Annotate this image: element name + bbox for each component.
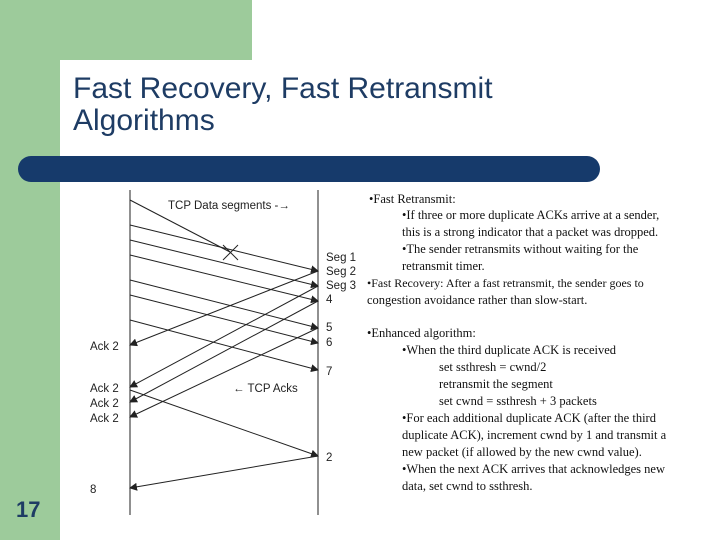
ack-label: Ack 2 [90, 383, 119, 395]
note-line: •Fast Retransmit: [369, 192, 456, 206]
title-line-2: Algorithms [73, 104, 215, 137]
note-line: data, set cwnd to ssthresh. [402, 479, 533, 493]
retransmit-arrow [129, 389, 319, 458]
segment-arrow-lost [129, 199, 231, 253]
segment-label: 6 [326, 337, 333, 349]
note-line: •For each additional duplicate ACK (afte… [402, 411, 656, 425]
acks-label: ← TCP Acks [233, 383, 298, 395]
ack-label: Ack 2 [90, 398, 119, 410]
ack-arrow [129, 285, 319, 388]
segment-arrow [129, 279, 319, 331]
ack-label: Ack 2 [90, 341, 119, 353]
note-line: •If three or more duplicate ACKs arrive … [402, 208, 660, 222]
segment-label: Seg 3 [326, 280, 357, 292]
segment-label: Seg 1 [326, 252, 357, 264]
note-line: new packet (if allowed by the new cwnd v… [402, 445, 642, 459]
ack-label: 8 [90, 484, 97, 496]
note-line: •The sender retransmits without waiting … [402, 242, 639, 256]
ack-arrow [129, 327, 319, 418]
ack-arrow [129, 300, 319, 403]
page-title: Fast Recovery, Fast Retransmit Algorithm… [73, 73, 493, 137]
note-line: set cwnd = ssthresh + 3 packets [439, 394, 597, 408]
segment-label: 7 [326, 366, 333, 378]
note-line: •When the third duplicate ACK is receive… [402, 343, 617, 357]
segment-arrow [129, 294, 319, 346]
segment-label: 2 [326, 452, 333, 464]
data-segments-label: TCP Data segments -→ [168, 200, 290, 212]
ack-arrow [129, 455, 319, 491]
note-line: this is a strong indicator that a packet… [402, 225, 659, 239]
segment-arrow [129, 239, 319, 289]
note-line: retransmit the segment [439, 377, 553, 391]
note-line: •Enhanced algorithm: [367, 326, 476, 340]
segment-label: 4 [326, 294, 333, 306]
note-line: •Fast Recovery: After a fast retransmit,… [367, 276, 644, 290]
note-line: retransmit timer. [402, 259, 485, 273]
note-line: set ssthresh = cwnd/2 [439, 360, 547, 374]
ack-arrow [129, 270, 319, 347]
loss-mark [222, 244, 239, 261]
note-line: congestion avoidance rather than slow-st… [367, 293, 588, 307]
segment-label: 5 [326, 322, 333, 334]
note-line: •When the next ACK arrives that acknowle… [402, 462, 665, 476]
segment-arrow [129, 224, 319, 274]
green-top-bar [0, 0, 252, 60]
note-line: duplicate ACK), increment cwnd by 1 and … [402, 428, 667, 442]
title-underline-bar [18, 156, 600, 182]
green-side-bar [0, 0, 60, 540]
ack-label: Ack 2 [90, 413, 119, 425]
segment-arrow [129, 319, 319, 373]
segment-arrow [129, 254, 319, 304]
title-line-1: Fast Recovery, Fast Retransmit [73, 72, 493, 105]
slide-number: 17 [16, 497, 41, 522]
slide-background [60, 60, 720, 540]
segment-label: Seg 2 [326, 266, 357, 278]
